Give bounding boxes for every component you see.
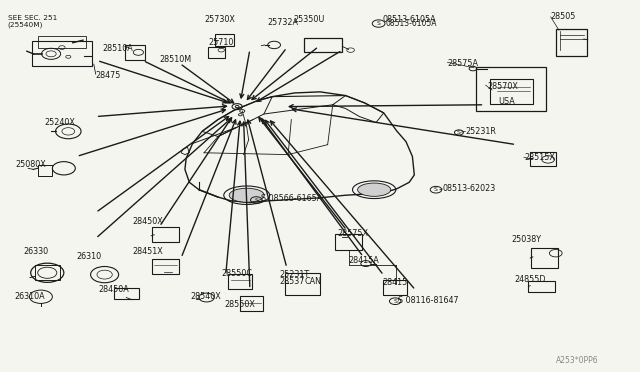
Text: 25240X: 25240X [45, 118, 76, 127]
Text: 25080X: 25080X [15, 160, 46, 169]
Text: S 08566-6165A: S 08566-6165A [261, 195, 323, 203]
Text: 28415A: 28415A [349, 256, 380, 265]
Text: 28451X: 28451X [132, 247, 163, 256]
Text: USA: USA [499, 97, 515, 106]
Text: 26330: 26330 [24, 247, 49, 256]
Text: 28510M: 28510M [159, 55, 191, 64]
Text: S: S [457, 130, 461, 135]
Bar [38, 165, 52, 176]
Text: 28510A: 28510A [102, 44, 133, 53]
Text: 28505: 28505 [550, 12, 576, 22]
Bar [209, 47, 225, 58]
Text: 28575A: 28575A [447, 59, 479, 68]
Bar [35, 265, 60, 280]
Bar [383, 280, 407, 295]
Text: CAN: CAN [305, 278, 322, 286]
Text: 28570X: 28570X [487, 82, 518, 91]
Text: S: S [434, 187, 438, 192]
Text: 08513-62023: 08513-62023 [442, 185, 495, 193]
Text: 25231R: 25231R [465, 127, 496, 136]
Text: (25540M): (25540M) [8, 21, 44, 28]
Bar [31, 41, 92, 65]
Text: 26310: 26310 [77, 252, 102, 262]
Text: 28575X: 28575X [338, 229, 369, 238]
Text: 25231T: 25231T [279, 270, 309, 279]
Text: SEE SEC. 251: SEE SEC. 251 [8, 15, 57, 20]
Bar [38, 36, 86, 48]
Text: 28450A: 28450A [99, 285, 129, 294]
Bar [476, 67, 546, 112]
Text: 25710: 25710 [209, 38, 234, 47]
Text: 28537: 28537 [279, 278, 305, 286]
Text: 08513-6105A: 08513-6105A [386, 19, 437, 28]
Text: 25732A: 25732A [268, 18, 299, 27]
Text: A253*0PP6: A253*0PP6 [556, 356, 598, 365]
Text: 08513-6105A: 08513-6105A [383, 15, 436, 24]
Text: 28550X: 28550X [225, 300, 255, 310]
Text: 25350U: 25350U [293, 15, 324, 23]
Text: 28415: 28415 [383, 278, 408, 287]
Bar [228, 274, 252, 289]
Text: 28515X: 28515X [524, 153, 555, 162]
Text: 28475: 28475 [96, 71, 121, 80]
Text: S: S [377, 21, 381, 26]
Text: 28540X: 28540X [190, 292, 221, 301]
Bar [529, 280, 555, 292]
Text: 25730X: 25730X [204, 15, 235, 24]
Bar [125, 45, 145, 60]
Bar [530, 153, 556, 166]
Text: S 08116-81647: S 08116-81647 [397, 296, 458, 305]
Ellipse shape [358, 183, 391, 196]
Bar [215, 34, 234, 46]
Bar [152, 227, 179, 243]
Bar [304, 38, 342, 52]
Bar [113, 288, 139, 299]
Bar [285, 273, 320, 295]
Bar [335, 234, 362, 250]
Text: 25038Y: 25038Y [511, 235, 541, 244]
Text: S: S [393, 299, 397, 304]
Text: 28550C: 28550C [221, 269, 252, 278]
Text: S: S [254, 198, 258, 202]
Bar [490, 79, 533, 105]
Ellipse shape [229, 188, 264, 202]
Bar [152, 259, 179, 274]
Bar [531, 248, 557, 268]
Bar [556, 29, 587, 56]
Bar [240, 296, 262, 311]
Text: 24855D: 24855D [515, 275, 546, 283]
Text: 28450X: 28450X [132, 217, 163, 225]
Text: 26310A: 26310A [14, 292, 45, 301]
